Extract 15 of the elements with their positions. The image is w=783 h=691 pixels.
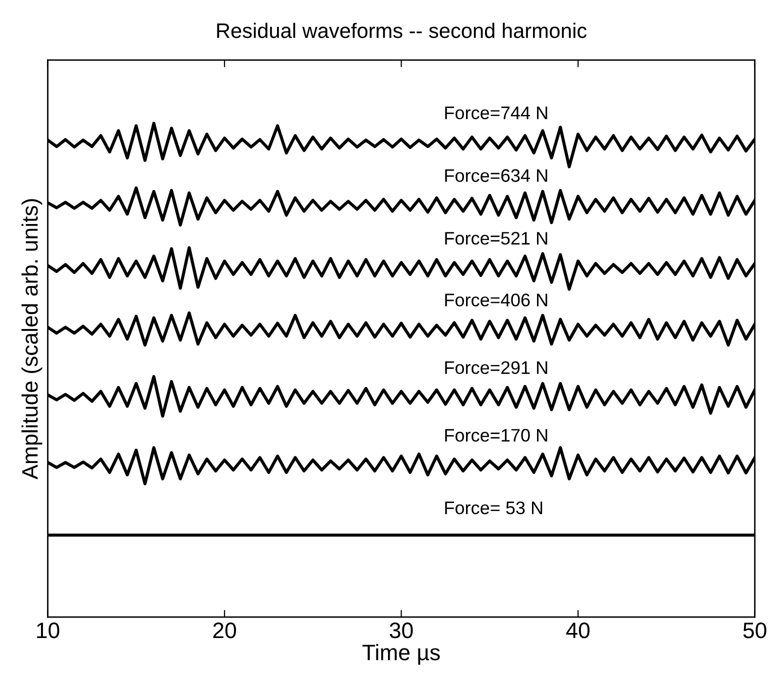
series-label: Force=521 N [445,232,548,245]
x-tick-label: 20 [213,622,236,638]
chart-title: Residual waveforms -- second harmonic [217,22,587,38]
x-tick-label: 50 [743,622,766,638]
series-label: Force=406 N [445,294,548,306]
x-tick-label: 10 [37,622,60,638]
series-label: Force= 53 N [445,501,542,514]
series-label: Force=170 N [445,428,548,442]
series-label: Force=291 N [445,361,548,374]
x-tick-label: 30 [390,622,413,638]
y-axis-title: Amplitude (scaled arb. units) [21,199,42,480]
series-label: Force=634 N [445,169,548,182]
series-label: Force=744 N [445,106,548,120]
x-axis-title: Time µs [362,644,440,665]
x-tick-label: 40 [566,622,590,638]
